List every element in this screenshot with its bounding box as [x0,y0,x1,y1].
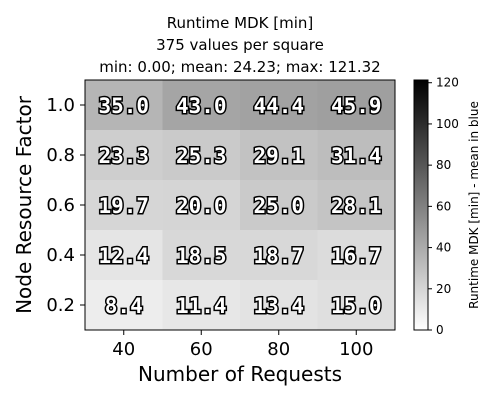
heatmap-cell-3-0 [85,130,163,180]
colorbar-tick-label-0: 0 [436,323,444,337]
cell-value-label-1-1: 18.5 [176,244,227,268]
x-tick-label-40: 40 [112,339,135,360]
colorbar-tick-label-120: 120 [436,76,459,90]
cell-value-label-2-1: 20.0 [176,194,227,218]
cell-value-label-2-3: 28.1 [331,194,382,218]
heatmap-cell-0-1 [162,280,240,330]
cell-value-label-0-3: 15.0 [331,294,382,318]
heatmap-cell-2-1 [162,180,240,230]
colorbar-tick-label-40: 40 [436,241,451,255]
heatmap-cell-2-0 [85,180,163,230]
y-axis-label: Node Resource Factor [12,95,36,314]
heatmap-value-labels: 8.4 11.4 13.4 15.0 12.4 18.5 18.7 16.7 19.7 20.0 2… [97,93,383,320]
y-axis-ticks: 0.2 0.4 0.6 0.8 1.0 [46,95,85,316]
heatmap-cell-4-0 [85,80,163,130]
y-tick-label-1.0: 1.0 [46,95,75,116]
heatmap-cell-4-3 [317,80,395,130]
y-tick-label-0.6: 0.6 [46,195,75,216]
x-tick-label-60: 60 [190,339,213,360]
x-axis-label: Number of Requests [138,362,342,386]
heatmap-cell-4-2 [240,80,318,130]
heatmap-cell-3-1 [162,130,240,180]
heatmap-cell-0-3 [317,280,395,330]
cell-value-label-0-1: 11.4 [176,294,227,318]
heatmap-cell-3-3 [317,130,395,180]
heatmap-cell-0-2 [240,280,318,330]
cell-value-label-4-3: 45.9 [331,94,382,118]
cell-value-label-2-0: 19.7 [98,194,149,218]
cell-value-label-3-2: 29.1 [253,144,304,168]
colorbar-ticks: 0 20 40 60 80 100 120 [428,76,459,337]
cell-value-label-1-2: 18.7 [253,244,304,268]
chart-subtitle: 375 values per square [156,36,324,54]
colorbar-label: Runtime MDK [min] - mean in blue [467,101,481,309]
cell-value-label-4-2: 44.4 [253,94,304,118]
chart-stats: min: 0.00; mean: 24.23; max: 121.32 [99,58,380,76]
y-tick-label-0.2: 0.2 [46,295,75,316]
colorbar-tick-label-100: 100 [436,117,459,131]
cell-value-label-4-1: 43.0 [176,94,227,118]
x-tick-label-80: 80 [267,339,290,360]
cell-value-label-1-3: 16.7 [331,244,382,268]
heatmap-cells [85,80,395,330]
cell-value-label-2-2: 25.0 [253,194,304,218]
cell-value-label-3-3: 31.4 [331,144,382,168]
chart-title: Runtime MDK [min] [167,14,314,32]
heatmap-cell-1-2 [240,230,318,280]
heatmap-cell-1-0 [85,230,163,280]
y-tick-label-0.4: 0.4 [46,245,75,266]
heatmap-cell-1-3 [317,230,395,280]
heatmap-cell-1-1 [162,230,240,280]
colorbar-tick-label-80: 80 [436,158,451,172]
x-axis-ticks: 40 60 80 100 [112,330,373,360]
heatmap-cell-2-3 [317,180,395,230]
cell-value-label-3-0: 23.3 [98,144,149,168]
cell-value-label-0-0: 8.4 [105,294,143,318]
heatmap-cell-0-0 [85,280,163,330]
cell-value-label-1-0: 12.4 [98,244,149,268]
heatmap-cell-2-2 [240,180,318,230]
colorbar-tick-label-60: 60 [436,199,451,213]
y-tick-label-0.8: 0.8 [46,145,75,166]
heatmap-cell-3-2 [240,130,318,180]
heatmap-cell-4-1 [162,80,240,130]
colorbar [413,79,429,331]
cell-value-label-0-2: 13.4 [253,294,304,318]
colorbar-tick-label-20: 20 [436,282,451,296]
cell-value-label-4-0: 35.0 [98,94,149,118]
cell-value-label-3-1: 25.3 [176,144,227,168]
x-tick-label-100: 100 [339,339,373,360]
